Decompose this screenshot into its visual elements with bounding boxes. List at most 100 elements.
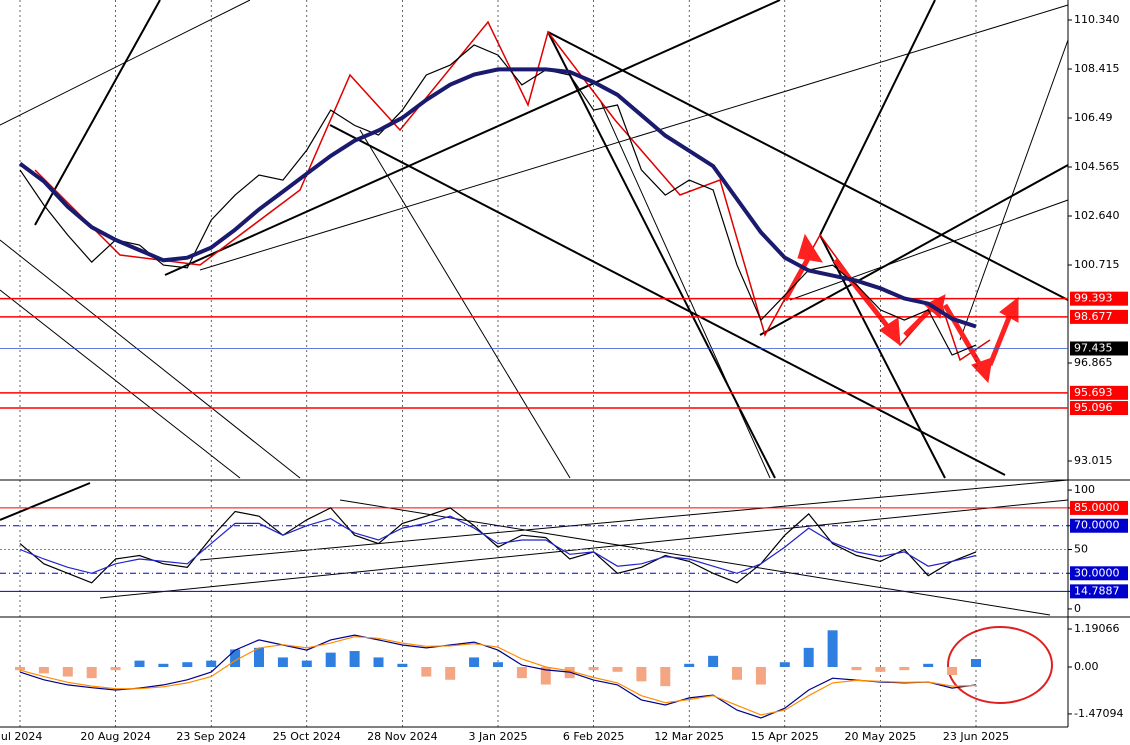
- y-tick-label: 50: [1074, 543, 1088, 556]
- trend-line: [759, 164, 1069, 336]
- histogram-bar: [779, 662, 790, 667]
- histogram-bar: [325, 652, 336, 667]
- histogram-bar: [182, 662, 193, 667]
- x-tick-label: 15 Apr 2025: [751, 730, 819, 743]
- y-tick-label: 70.0000: [1074, 519, 1120, 532]
- y-tick-label: 0.00: [1074, 660, 1099, 673]
- level-box: [1070, 291, 1128, 306]
- level-label: 97.435: [1074, 341, 1113, 354]
- level-box: [1070, 500, 1128, 515]
- histogram-bar: [62, 666, 73, 677]
- series-line: [19, 636, 977, 716]
- x-tick-label: 23 Sep 2024: [176, 730, 246, 743]
- trend-line: [547, 31, 776, 479]
- level-box: [1070, 341, 1128, 356]
- histogram-bar: [15, 666, 25, 671]
- y-tick-label: 102.640: [1074, 209, 1120, 222]
- trend-line: [199, 4, 1069, 271]
- highlight-ellipse: [947, 626, 1053, 704]
- x-tick-label: 25 Oct 2024: [273, 730, 341, 743]
- histogram-bar: [708, 655, 719, 667]
- level-box: [1070, 401, 1128, 416]
- histogram-bar: [516, 666, 527, 679]
- arrow-head: [971, 357, 993, 384]
- level-label: 99.393: [1074, 292, 1113, 305]
- trend-line: [329, 124, 1006, 476]
- x-tick-label: 20 May 2025: [845, 730, 917, 743]
- trend-line: [339, 499, 1051, 616]
- histogram-bar: [421, 666, 432, 677]
- histogram-bar: [349, 651, 360, 667]
- histogram-bar: [660, 666, 671, 687]
- x-tick-label: 3 Jan 2025: [469, 730, 528, 743]
- histogram-bar: [923, 663, 934, 667]
- y-tick-label: 93.015: [1074, 454, 1113, 467]
- y-tick-label: 110.340: [1074, 13, 1120, 26]
- y-tick-label: 14.7887: [1074, 584, 1120, 597]
- histogram-bar: [254, 647, 264, 667]
- histogram-bar: [38, 666, 49, 674]
- trend-line: [819, 0, 936, 236]
- y-tick-label: 100.715: [1074, 258, 1120, 271]
- histogram-bar: [277, 657, 288, 667]
- x-tick-label: 20 Aug 2024: [80, 730, 150, 743]
- x-tick-label: 23 Jun 2025: [943, 730, 1009, 743]
- level-box: [1070, 566, 1128, 581]
- series-line: [18, 67, 977, 329]
- level-label: 95.096: [1074, 401, 1113, 414]
- histogram-bar: [134, 660, 145, 667]
- trend-line: [0, 239, 301, 479]
- histogram-bar: [732, 666, 742, 680]
- histogram-bar: [588, 666, 599, 671]
- trend-line: [599, 99, 771, 479]
- histogram-bar: [206, 660, 217, 667]
- y-tick-label: 104.565: [1074, 160, 1120, 173]
- trend-line: [359, 129, 571, 479]
- histogram-bar: [445, 666, 456, 680]
- histogram-bar: [803, 647, 814, 667]
- y-tick-label: 30.0000: [1074, 566, 1120, 579]
- arrow: [833, 258, 894, 334]
- histogram-bar: [469, 657, 480, 667]
- histogram-bar: [684, 663, 695, 667]
- histogram-bar: [851, 666, 862, 671]
- arrow-head: [797, 233, 824, 263]
- histogram-bar: [110, 666, 121, 671]
- y-tick-label: 0: [1074, 602, 1081, 615]
- level-box: [1070, 385, 1128, 400]
- histogram-bar: [612, 666, 623, 672]
- trend-line: [959, 39, 1069, 341]
- x-tick-label: 12 Mar 2025: [654, 730, 724, 743]
- histogram-bar: [540, 666, 551, 685]
- histogram-bar: [755, 666, 766, 685]
- histogram-bar: [230, 649, 241, 667]
- histogram-bar: [397, 663, 408, 667]
- level-box: [1070, 309, 1128, 324]
- y-tick-label: 85.0000: [1074, 501, 1120, 514]
- arrow: [903, 303, 937, 337]
- y-tick-label: -1.47094: [1074, 707, 1123, 720]
- series-line: [19, 634, 977, 719]
- arrow: [782, 253, 813, 302]
- trend-line: [199, 479, 1069, 561]
- histogram-bar: [947, 666, 958, 675]
- histogram-bar: [875, 666, 886, 672]
- histogram-bar: [158, 663, 169, 667]
- trend-line: [34, 0, 161, 226]
- arrow-head: [879, 317, 901, 347]
- histogram-bar: [636, 666, 647, 682]
- series-line: [19, 44, 977, 356]
- trend-line: [789, 199, 1069, 301]
- x-tick-label: Jul 2024: [0, 730, 42, 743]
- x-tick-label: 28 Nov 2024: [367, 730, 437, 743]
- histogram-bar: [971, 659, 981, 667]
- trend-line: [164, 0, 781, 276]
- y-tick-label: 100: [1074, 483, 1095, 496]
- histogram-bar: [899, 666, 910, 671]
- level-label: 98.677: [1074, 310, 1113, 323]
- histogram-bar: [493, 662, 503, 667]
- y-tick-label: 96.865: [1074, 356, 1113, 369]
